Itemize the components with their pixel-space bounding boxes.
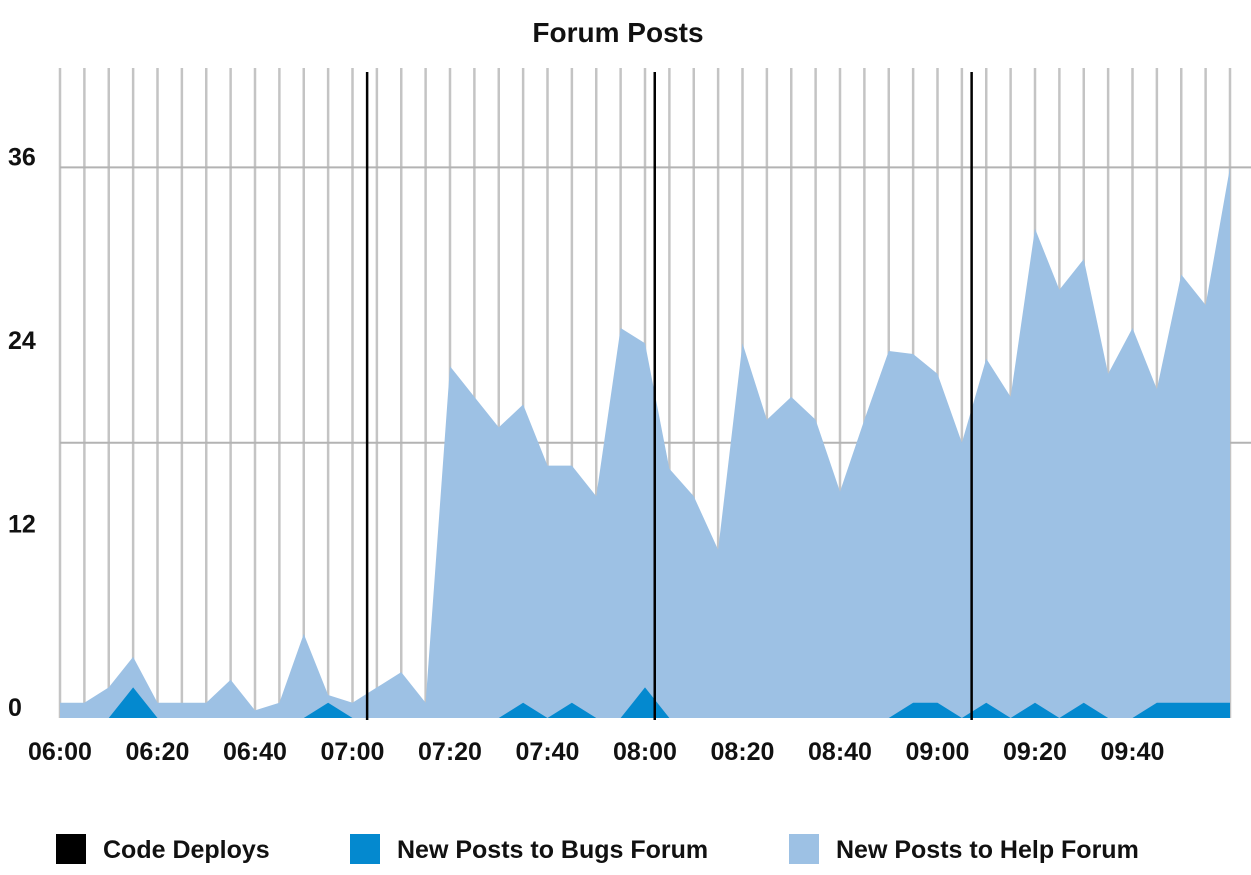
- y-tick-label: 0: [8, 694, 22, 722]
- x-tick-label: 06:40: [223, 738, 287, 766]
- chart-title: Forum Posts: [532, 17, 703, 48]
- x-tick-label: 07:40: [516, 738, 580, 766]
- legend-label-help-forum: New Posts to Help Forum: [836, 836, 1139, 864]
- area-help-forum: [60, 167, 1230, 719]
- legend-swatch-code-deploys: [56, 834, 86, 864]
- legend-label-bugs-forum: New Posts to Bugs Forum: [397, 836, 708, 864]
- x-tick-label: 07:00: [321, 738, 385, 766]
- legend: Code Deploys New Posts to Bugs Forum New…: [56, 834, 1139, 864]
- x-axis-ticks: 06:00 06:20 06:40 07:00 07:20 07:40 08:00 08:20…: [28, 738, 1164, 766]
- x-tick-label: 06:00: [28, 738, 92, 766]
- x-tick-label: 07:20: [418, 738, 482, 766]
- code-deploy-lines: [365, 72, 973, 720]
- legend-swatch-bugs-forum: [350, 834, 380, 864]
- x-tick-label: 08:20: [711, 738, 775, 766]
- x-tick-label: 08:40: [808, 738, 872, 766]
- x-tick-label: 08:00: [613, 738, 677, 766]
- series-areas: [60, 167, 1230, 719]
- x-tick-label: 09:00: [906, 738, 970, 766]
- y-axis-ticks: 0 12 24 36: [8, 143, 36, 722]
- y-tick-label: 24: [8, 327, 36, 355]
- x-tick-label: 09:20: [1003, 738, 1067, 766]
- y-tick-label: 36: [8, 143, 36, 171]
- legend-label-code-deploys: Code Deploys: [103, 836, 270, 864]
- x-tick-label: 09:40: [1101, 738, 1165, 766]
- area-bugs-forum: [60, 687, 1230, 718]
- x-tick-label: 06:20: [126, 738, 190, 766]
- legend-swatch-help-forum: [789, 834, 819, 864]
- y-tick-label: 12: [8, 510, 36, 538]
